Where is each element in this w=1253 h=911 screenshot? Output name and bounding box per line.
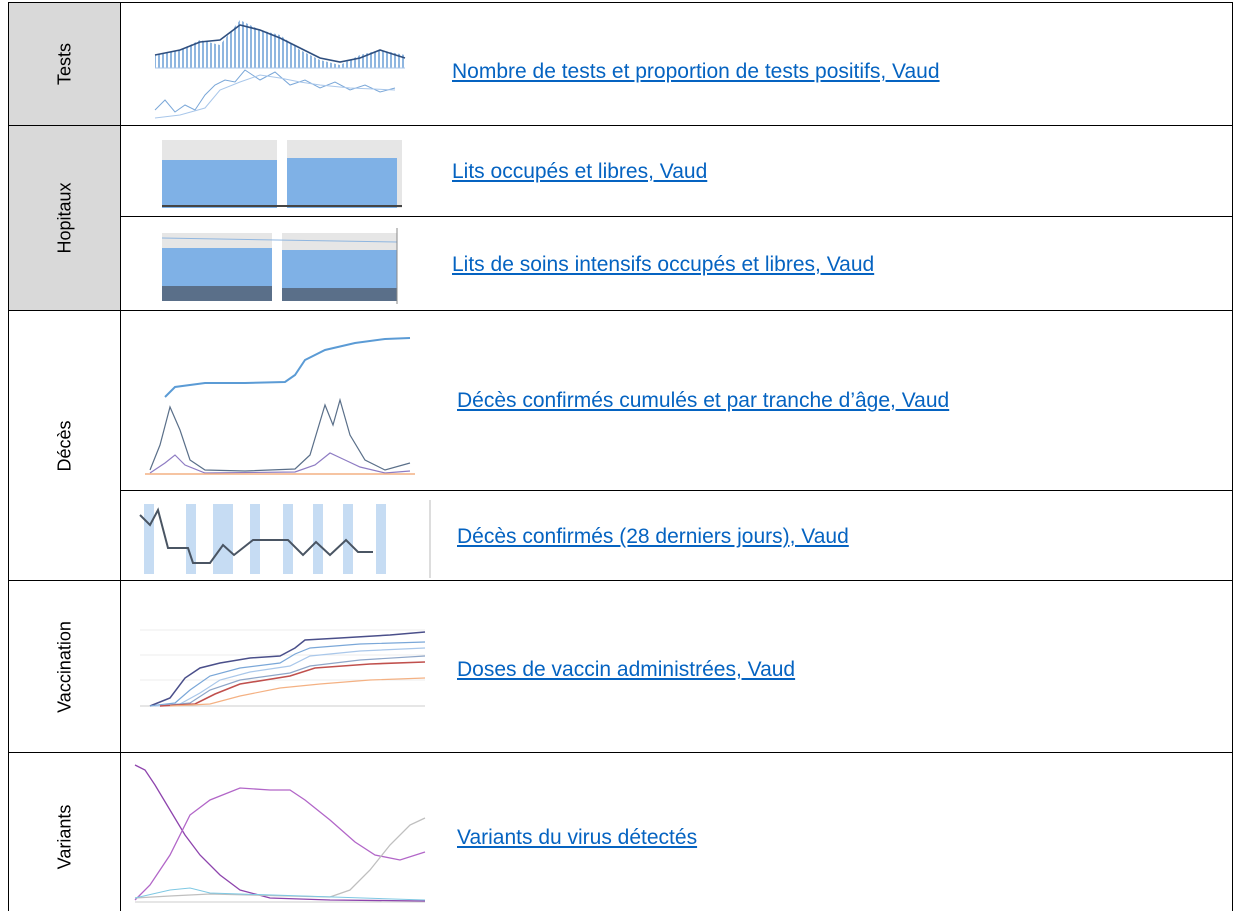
link[interactable]: Décès confirmés (28 derniers jours), Vau… [457, 525, 849, 548]
category: Variants [54, 804, 74, 870]
link[interactable]: Nombre de tests et proportion de tests p… [452, 60, 940, 83]
category: Vaccination [54, 620, 74, 713]
thumbnail [139, 500, 431, 578]
category: Décès [54, 419, 74, 472]
link[interactable]: Décès confirmés cumulés et par tranche d… [457, 389, 950, 412]
category-cell: Vaccination [8, 580, 121, 753]
category: Hopitaux [54, 182, 74, 254]
thumbnail [154, 20, 406, 119]
category: Tests [54, 42, 74, 86]
category-cell: Hopitaux [8, 125, 121, 311]
thumbnail [145, 337, 415, 475]
link[interactable]: Variants du virus détectés [457, 826, 698, 849]
link[interactable]: Doses de vaccin administrées, Vaud [457, 658, 796, 681]
category-cell: Tests [8, 2, 121, 126]
thumbnail [162, 228, 398, 304]
link[interactable]: Lits occupés et libres, Vaud [452, 160, 708, 183]
category-cell: Variants [8, 752, 121, 911]
row-cell [120, 752, 1233, 911]
thumbnail [162, 140, 402, 210]
thumbnail [134, 764, 426, 903]
thumbnail [140, 629, 426, 707]
category-cell: Décès [8, 310, 121, 581]
link[interactable]: Lits de soins intensifs occupés et libre… [452, 253, 875, 276]
